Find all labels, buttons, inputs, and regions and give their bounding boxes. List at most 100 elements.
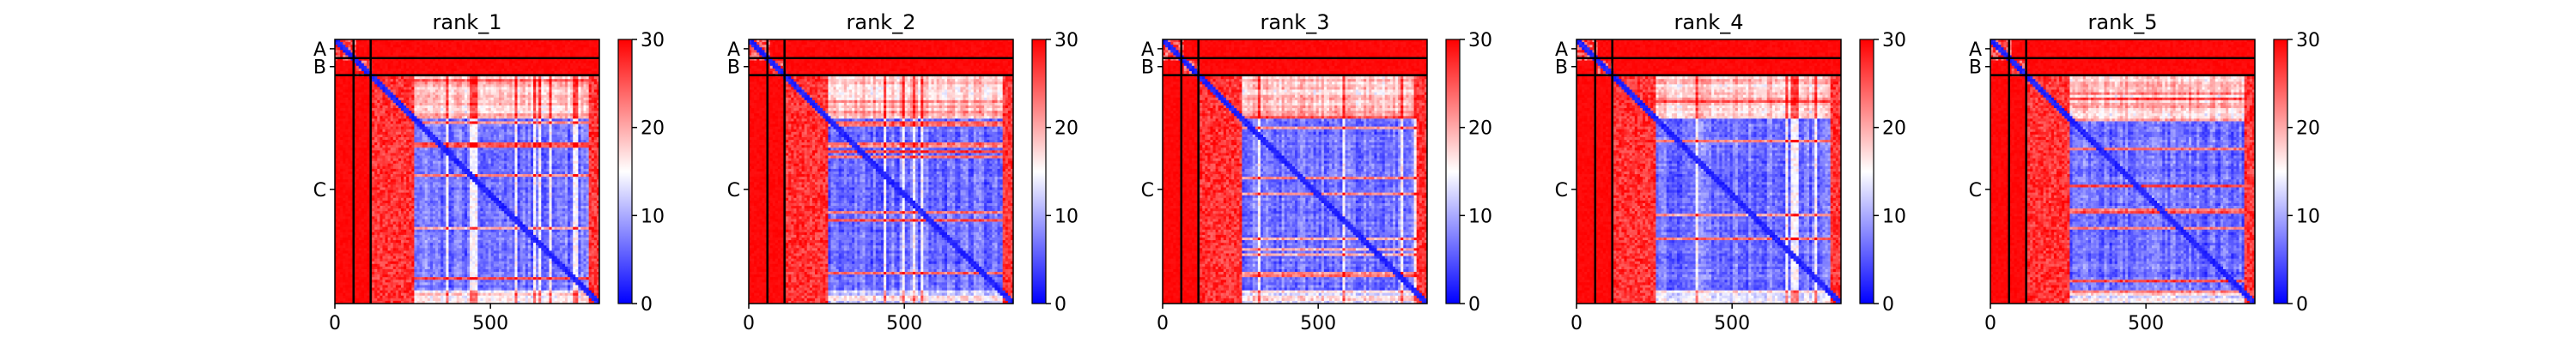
heatmap-cell: [546, 103, 549, 105]
heatmap-cell: [391, 103, 393, 105]
heatmap-cell: [507, 79, 509, 81]
heatmap-cell: [374, 118, 377, 121]
heatmap-cell: [430, 111, 433, 113]
heatmap-cell: [448, 50, 451, 52]
heatmap-cell: [457, 140, 459, 142]
heatmap-cell: [404, 129, 406, 132]
heatmap-cell: [425, 61, 428, 63]
heatmap-cell: [416, 84, 419, 87]
heatmap-cell: [520, 45, 523, 47]
heatmap-cell: [430, 127, 433, 129]
heatmap-cell: [536, 42, 538, 45]
heatmap-cell: [496, 140, 499, 142]
heatmap-cell: [380, 95, 382, 98]
heatmap-cell: [552, 105, 555, 108]
heatmap-cell: [580, 140, 583, 142]
heatmap-cell: [409, 76, 411, 79]
heatmap-cell: [398, 50, 401, 52]
heatmap-cell: [443, 150, 446, 153]
heatmap-cell: [393, 105, 396, 108]
heatmap-cell: [541, 69, 544, 71]
heatmap-cell: [359, 113, 361, 116]
heatmap-cell: [580, 98, 583, 100]
heatmap-cell: [377, 129, 380, 132]
heatmap-cell: [555, 113, 557, 116]
heatmap-cell: [489, 47, 491, 50]
heatmap-cell: [549, 98, 551, 100]
heatmap-cell: [491, 113, 494, 116]
heatmap-cell: [406, 69, 409, 71]
heatmap-cell: [345, 124, 348, 127]
heatmap-cell: [546, 145, 549, 147]
heatmap-cell: [440, 140, 443, 142]
heatmap-cell: [454, 124, 457, 127]
heatmap-cell: [380, 50, 382, 52]
heatmap-cell: [367, 132, 369, 135]
heatmap-cell: [580, 47, 583, 50]
heatmap-cell: [580, 81, 583, 84]
heatmap-cell: [396, 76, 398, 79]
heatmap-cell: [337, 156, 340, 159]
heatmap-cell: [411, 90, 414, 93]
heatmap-cell: [435, 45, 438, 47]
heatmap-cell: [475, 103, 477, 105]
heatmap-cell: [386, 98, 388, 100]
heatmap-cell: [494, 98, 496, 100]
heatmap-cell: [452, 121, 454, 123]
heatmap-cell: [538, 108, 541, 111]
heatmap-cell: [454, 150, 457, 153]
heatmap-cell: [425, 50, 428, 52]
heatmap-cell: [507, 84, 509, 87]
heatmap-cell: [528, 45, 531, 47]
heatmap-cell: [446, 76, 448, 79]
heatmap-cell: [507, 76, 509, 79]
heatmap-cell: [580, 108, 583, 111]
heatmap-cell: [462, 50, 465, 52]
heatmap-cell: [361, 66, 364, 69]
heatmap-cell: [568, 42, 570, 45]
heatmap-cell: [422, 90, 425, 93]
heatmap-cell: [448, 129, 451, 132]
heatmap-cell: [489, 108, 491, 111]
heatmap-cell: [504, 105, 507, 108]
heatmap-cell: [533, 71, 536, 74]
heatmap-cell: [549, 45, 551, 47]
heatmap-cell: [552, 153, 555, 155]
heatmap-cell: [494, 127, 496, 129]
heatmap-cell: [520, 87, 523, 89]
heatmap-cell: [555, 129, 557, 132]
heatmap-cell: [440, 103, 443, 105]
heatmap-cell: [414, 142, 416, 145]
heatmap-cell: [467, 71, 470, 74]
heatmap-cell: [507, 95, 509, 98]
heatmap-cell: [573, 132, 575, 135]
heatmap-cell: [570, 153, 573, 155]
heatmap-cell: [364, 90, 367, 93]
heatmap-cell: [475, 69, 477, 71]
heatmap-cell: [438, 153, 440, 155]
heatmap-cell: [480, 140, 483, 142]
heatmap-cell: [496, 142, 499, 145]
heatmap-cell: [388, 111, 391, 113]
heatmap-cell: [538, 45, 541, 47]
heatmap-cell: [388, 93, 391, 95]
heatmap-cell: [512, 118, 514, 121]
heatmap-cell: [416, 47, 419, 50]
heatmap-cell: [512, 87, 514, 89]
heatmap-cell: [470, 129, 472, 132]
heatmap-cell: [565, 140, 568, 142]
heatmap-cell: [446, 127, 448, 129]
heatmap-cell: [388, 135, 391, 137]
heatmap-cell: [528, 111, 531, 113]
heatmap-cell: [409, 108, 411, 111]
heatmap-cell: [494, 69, 496, 71]
heatmap-cell: [398, 45, 401, 47]
heatmap-cell: [562, 111, 565, 113]
heatmap-cell: [518, 127, 520, 129]
heatmap-cell: [544, 93, 546, 95]
heatmap-cell: [526, 100, 528, 103]
heatmap-cell: [443, 71, 446, 74]
heatmap-cell: [565, 135, 568, 137]
heatmap-cell: [470, 118, 472, 121]
heatmap-cell: [472, 132, 475, 135]
